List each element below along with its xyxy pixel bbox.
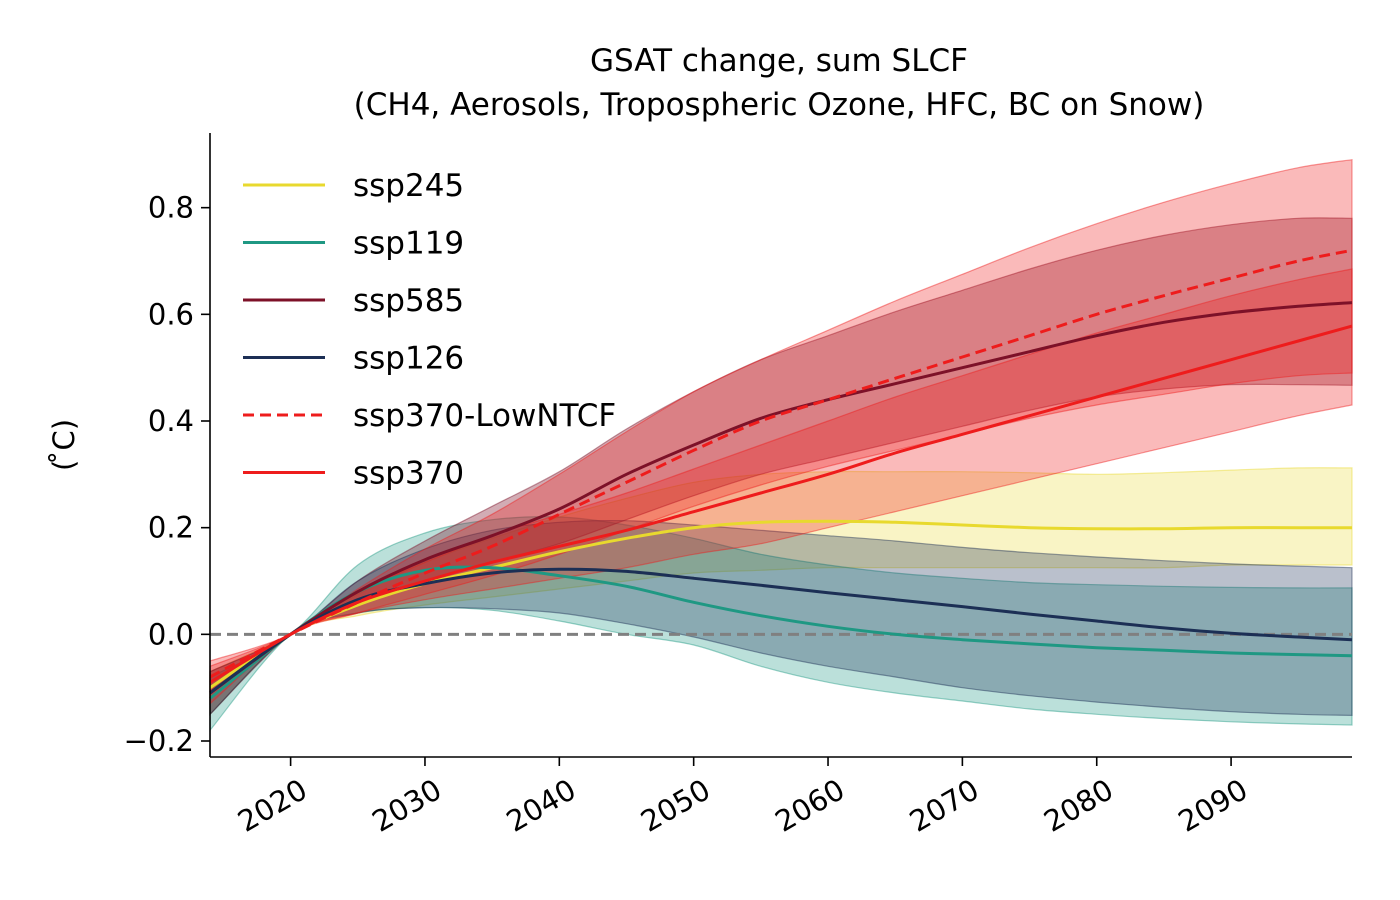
x-tick-label: 2080 bbox=[1038, 772, 1119, 838]
x-tick-label: 2070 bbox=[904, 772, 985, 838]
axes bbox=[209, 133, 1352, 758]
x-tick-label: 2020 bbox=[232, 772, 313, 838]
y-tick-label: −0.2 bbox=[124, 724, 194, 758]
x-axis-ticks: 2020 2030 2040 2050 2060 2070 2080 2090 bbox=[232, 757, 1253, 839]
legend: ssp245 ssp119 ssp585 ssp126 ssp370-LowNTCF ss… bbox=[243, 168, 616, 492]
chart-title-line2: (CH4, Aerosols, Tropospheric Ozone, HFC,… bbox=[354, 87, 1205, 123]
y-tick-label: 0.8 bbox=[148, 191, 194, 225]
band-ssp370-lowntcf bbox=[209, 159, 1353, 700]
x-tick-label: 2050 bbox=[635, 772, 716, 838]
y-tick-label: 0.2 bbox=[148, 511, 194, 545]
legend-label-ssp126: ssp126 bbox=[353, 341, 464, 377]
y-tick-label: 0.0 bbox=[148, 617, 194, 651]
y-axis-label: ( ̊C) bbox=[47, 419, 81, 471]
legend-label-ssp245: ssp245 bbox=[353, 168, 464, 204]
y-tick-label: 0.4 bbox=[148, 404, 194, 438]
line-ssp370-lowntcf bbox=[209, 248, 1353, 679]
legend-label-ssp119: ssp119 bbox=[353, 226, 464, 262]
line-ssp119 bbox=[209, 565, 1353, 700]
chart-title-line1: GSAT change, sum SLCF bbox=[590, 43, 968, 79]
legend-label-ssp370: ssp370 bbox=[353, 456, 464, 492]
line-ssp370 bbox=[209, 324, 1353, 684]
y-tick-label: 0.6 bbox=[148, 297, 194, 331]
legend-label-ssp585: ssp585 bbox=[353, 283, 464, 319]
series-lines bbox=[209, 248, 1353, 700]
x-tick-label: 2030 bbox=[366, 772, 447, 838]
legend-label-ssp370-lowntcf: ssp370-LowNTCF bbox=[353, 398, 616, 434]
y-axis-ticks: −0.2 0.0 0.2 0.4 0.6 0.8 bbox=[124, 191, 210, 758]
x-tick-label: 2060 bbox=[769, 772, 850, 838]
x-tick-label: 2090 bbox=[1172, 772, 1253, 838]
line-ssp585 bbox=[209, 301, 1353, 695]
band-ssp119 bbox=[209, 516, 1353, 732]
x-tick-label: 2040 bbox=[501, 772, 582, 838]
